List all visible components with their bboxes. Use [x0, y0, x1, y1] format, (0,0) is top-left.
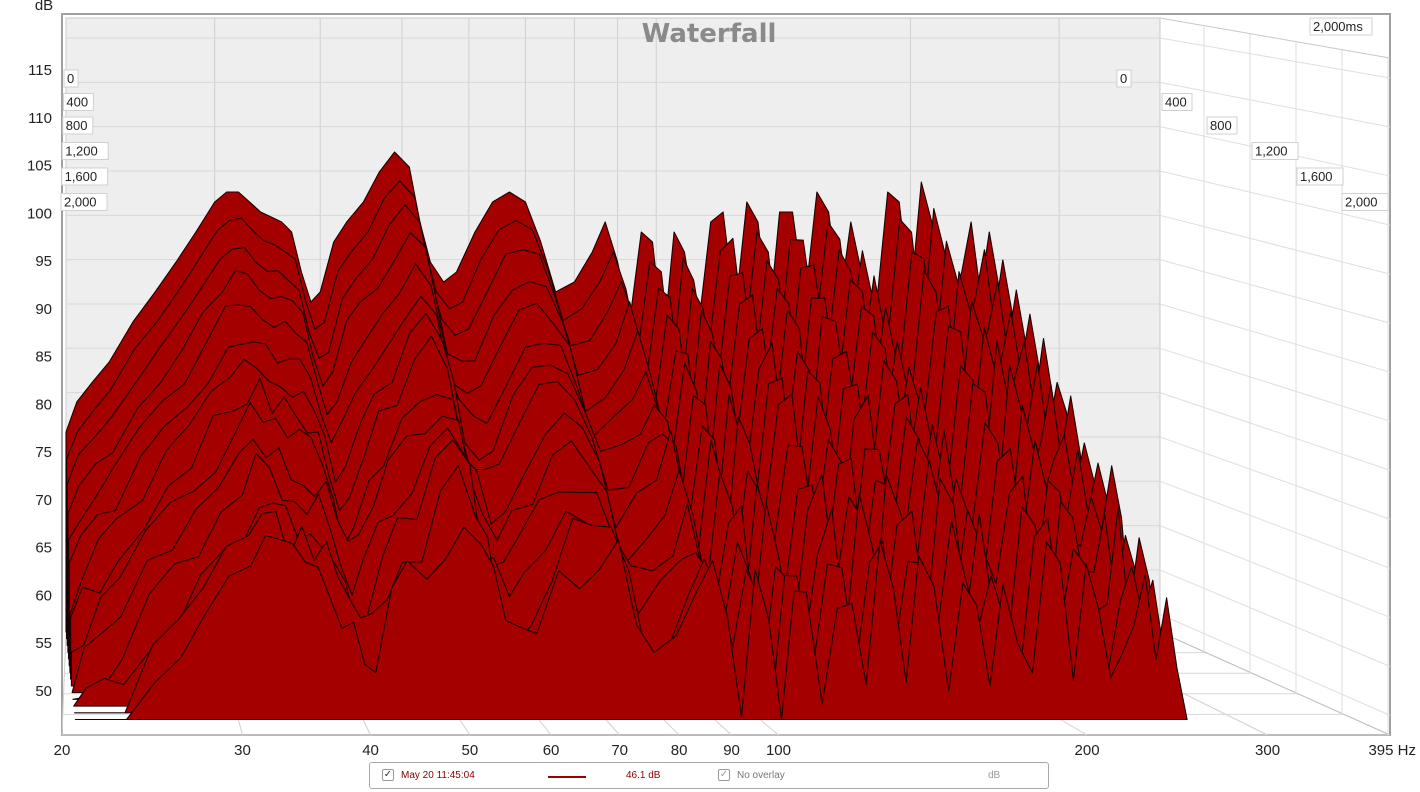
time-label-left: 1,200	[65, 144, 98, 159]
time-label-left-box	[62, 93, 94, 111]
time-label-right: 1,600	[1300, 169, 1333, 184]
side-wall-hline	[1159, 37, 1391, 79]
check-icon: ✓	[383, 769, 393, 780]
y-tick-label: 115	[28, 62, 52, 79]
x-tick-label: 200	[1075, 742, 1100, 759]
x-tick-label: 90	[723, 742, 740, 759]
overlay-unit: dB	[988, 770, 1001, 781]
side-wall-hline	[1159, 81, 1391, 128]
time-label-left: 2,000	[64, 195, 97, 210]
time-label-right: 400	[1165, 95, 1187, 110]
time-label-right-box	[1116, 69, 1132, 88]
time-label-right: 2,000	[1345, 195, 1378, 210]
time-label-right-box	[1251, 142, 1299, 160]
time-label-left-box	[62, 116, 94, 135]
side-wall-hline	[1159, 525, 1391, 618]
floor-grid-line	[61, 631, 67, 736]
y-tick-label: 55	[35, 635, 52, 652]
time-label-left-box	[60, 193, 108, 211]
x-tick-label: 100	[766, 742, 791, 759]
time-label-left: 0	[67, 71, 74, 86]
time-label-right-box	[1206, 116, 1238, 135]
side-wall-hline	[1159, 392, 1391, 471]
series-line-swatch	[548, 776, 586, 778]
y-tick-label: 80	[35, 396, 52, 413]
overlay-checkbox[interactable]: ✓	[718, 769, 730, 781]
x-tick-label: 300	[1255, 742, 1280, 759]
side-wall-hline	[1159, 569, 1391, 667]
axis-labels: 50 55 60 65 70 75 80 85 90 95 100 105 110 115 dB 20 30 40…	[27, 0, 1416, 759]
measurement-label: May 20 11:45:04	[401, 770, 475, 781]
side-wall-hline	[1159, 613, 1391, 716]
waterfall-slices	[65, 151, 1188, 721]
y-tick-label: 95	[35, 253, 52, 270]
y-tick-label: 65	[35, 540, 52, 557]
y-tick-label: 105	[27, 158, 52, 175]
side-wall-hline	[1159, 480, 1391, 569]
measurement-value: 46.1 dB	[626, 770, 661, 781]
measurement-checkbox[interactable]: ✓	[382, 769, 394, 781]
y-tick-label: 110	[28, 110, 52, 127]
side-wall-hline	[1159, 436, 1391, 520]
time-label-left: 1,600	[65, 169, 98, 184]
y-tick-label: 75	[35, 444, 52, 461]
chart-title: Waterfall	[642, 19, 777, 49]
legend-bar: ✓ May 20 11:45:04 46.1 dB ✓ No overlay d…	[369, 762, 1049, 789]
side-wall-hline	[1159, 347, 1391, 422]
y-tick-label: 70	[35, 492, 52, 509]
time-label-left: 800	[66, 118, 88, 133]
time-label-left-box	[61, 142, 109, 160]
x-tick-label: 80	[671, 742, 688, 759]
x-tick-label: 60	[543, 742, 560, 759]
overlay-label: No overlay	[737, 770, 785, 781]
time-label-right: 0	[1120, 71, 1127, 86]
x-tick-label: 40	[362, 742, 379, 759]
side-wall-hline	[1159, 303, 1391, 373]
time-label-left: 400	[66, 95, 88, 110]
x-tick-label: 30	[234, 742, 251, 759]
time-end-label-box	[1309, 17, 1373, 36]
y-axis-label: dB	[35, 0, 53, 14]
y-tick-label: 100	[27, 205, 52, 222]
side-wall-hline	[1159, 214, 1391, 275]
x-tick-label: 20	[54, 742, 71, 759]
side-wall-floor	[1159, 631, 1391, 736]
time-label-right-box	[1341, 193, 1389, 211]
side-wall-edge	[1159, 17, 1391, 59]
x-tick-label: 50	[462, 742, 479, 759]
y-tick-label: 85	[35, 349, 52, 366]
side-wall-hline	[1159, 259, 1391, 324]
time-label-right: 1,200	[1255, 144, 1288, 159]
waterfall-slice	[74, 526, 1188, 721]
time-label-right-box	[1296, 167, 1344, 186]
time-end-label: 2,000ms	[1313, 19, 1363, 34]
x-end-label: 395 Hz	[1368, 742, 1416, 759]
time-label-left-box	[61, 167, 109, 186]
y-tick-label: 50	[35, 683, 52, 700]
side-wall-hline	[1159, 170, 1391, 226]
x-tick-label: 70	[611, 742, 628, 759]
time-label-right: 800	[1210, 118, 1232, 133]
y-tick-label: 60	[35, 587, 52, 604]
time-label-left-box	[63, 69, 79, 88]
side-wall-grid	[1159, 17, 1391, 736]
check-icon: ✓	[719, 769, 729, 780]
time-label-right-box	[1161, 93, 1193, 111]
y-tick-label: 90	[35, 301, 52, 318]
